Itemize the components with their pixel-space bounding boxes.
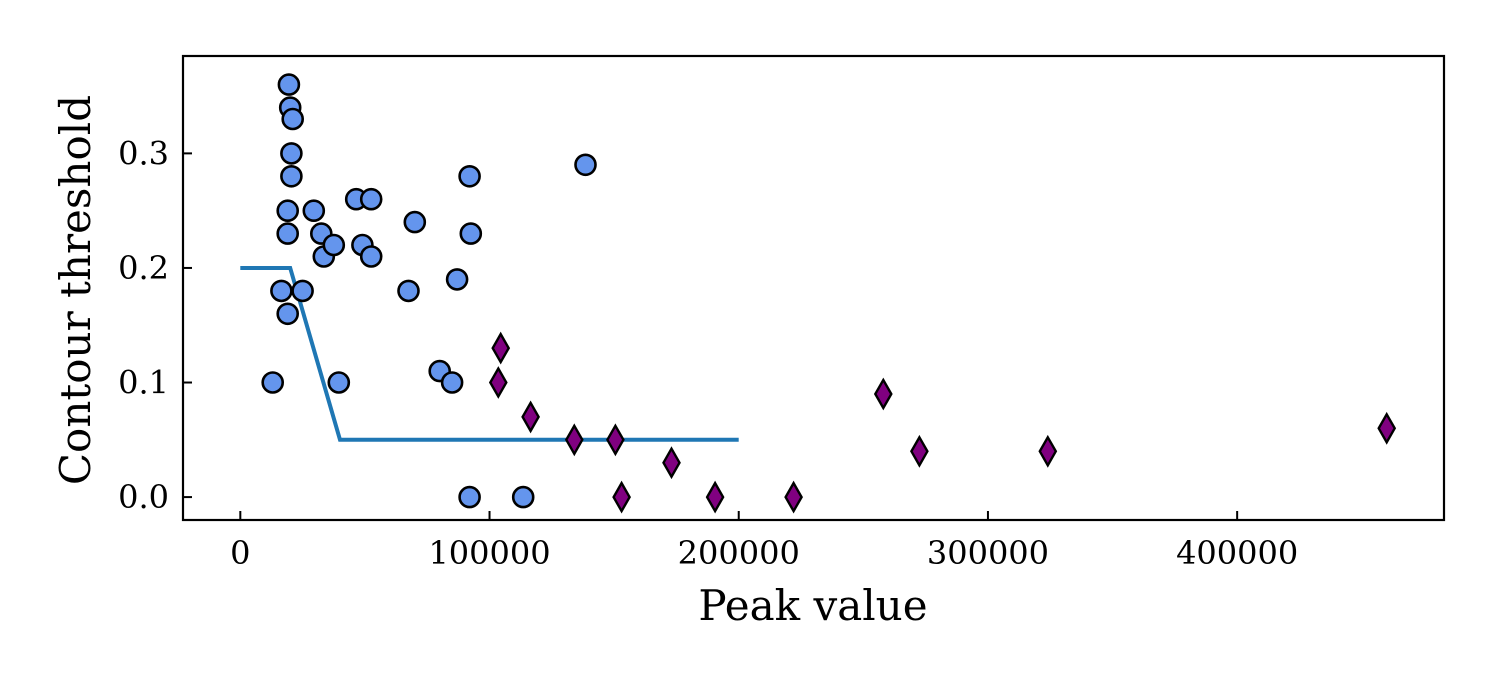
x-tick-label: 300000	[927, 534, 1049, 572]
circle-point	[322, 233, 346, 257]
fit-line	[240, 266, 739, 442]
circle-point	[280, 142, 303, 165]
circle-point	[458, 165, 481, 188]
diamond-point	[1377, 411, 1397, 445]
y-tick-label: 0.3	[118, 134, 169, 172]
diamond-point	[873, 377, 893, 411]
x-tick-label: 200000	[678, 534, 800, 572]
circle-point	[270, 279, 293, 303]
diamond-point	[662, 446, 681, 480]
diamond-point	[612, 480, 631, 514]
circle-point	[327, 371, 351, 394]
diamond-point	[564, 423, 584, 457]
circle-point	[281, 107, 305, 131]
circle-point	[440, 371, 464, 394]
circle-point	[276, 302, 300, 326]
diamond-point	[606, 423, 625, 457]
data-points-group	[261, 73, 1397, 514]
circle-point	[302, 199, 326, 222]
circle-point	[458, 485, 481, 509]
circle-point	[359, 245, 383, 268]
y-axis-ticks: 0.0 0.1 0.2 0.3	[118, 134, 192, 516]
y-tick-label: 0.2	[118, 249, 169, 287]
circle-point	[397, 279, 420, 303]
circle-point	[574, 153, 597, 177]
circle-point	[511, 485, 535, 509]
circle-point	[280, 165, 303, 188]
diamond-point	[1038, 434, 1058, 468]
diamond-point	[491, 331, 511, 365]
diamond-point	[784, 480, 803, 514]
x-tick-label: 0	[230, 534, 250, 572]
diamond-point	[521, 400, 540, 434]
y-tick-label: 0.1	[118, 364, 169, 402]
circle-point	[277, 73, 301, 96]
circle-point	[359, 187, 383, 211]
diamond-point	[910, 434, 929, 468]
circle-point	[276, 222, 300, 245]
diamond-point	[488, 366, 508, 399]
axes-group	[181, 54, 1446, 522]
x-axis-ticks: 0 100000 200000 300000 400000	[230, 511, 1298, 572]
x-tick-label: 400000	[1176, 534, 1298, 572]
circle-point	[403, 210, 427, 234]
y-axis-label: Contour threshold	[51, 95, 100, 485]
y-tick-label: 0.0	[118, 478, 169, 516]
x-tick-label: 100000	[428, 534, 550, 572]
diamond-point	[705, 480, 725, 514]
fit-line-group	[240, 266, 739, 442]
circle-point	[276, 199, 300, 222]
circle-point	[459, 222, 483, 245]
circle-point	[291, 279, 314, 303]
circle-point	[261, 371, 285, 394]
x-axis-label: Peak value	[698, 581, 927, 630]
plot-frame	[181, 54, 1446, 522]
circle-point	[445, 268, 469, 291]
